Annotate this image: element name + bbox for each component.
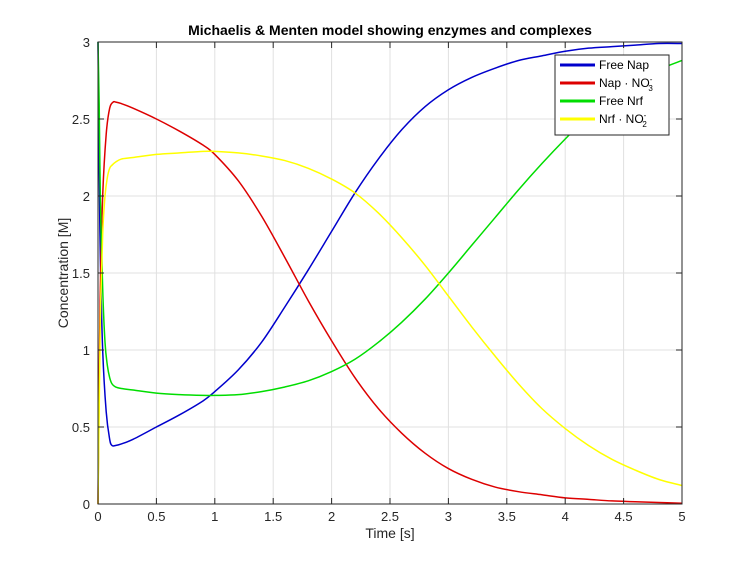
x-tick-label: 3 (445, 509, 452, 524)
y-tick-label: 1 (83, 343, 90, 358)
x-axis-label: Time [s] (365, 525, 414, 541)
y-tick-labels: 0 0.5 1 1.5 2 2.5 3 (72, 35, 90, 512)
chart-title: Michaelis & Menten model showing enzymes… (188, 22, 592, 38)
x-tick-label: 1 (211, 509, 218, 524)
y-tick-label: 2 (83, 189, 90, 204)
x-tick-labels: 0 0.5 1 1.5 2 2.5 3 3.5 4 4.5 5 (94, 509, 685, 524)
series-line-nap-no3 (97, 100, 683, 505)
x-tick-label: 1.5 (264, 509, 282, 524)
series-line-free-nap (97, 41, 683, 447)
y-tick-label: 0.5 (72, 420, 90, 435)
legend-label-nap-no3: Nap · NO-3 (599, 75, 653, 93)
x-tick-label: 4 (562, 509, 569, 524)
y-tick-label: 2.5 (72, 112, 90, 127)
x-tick-label: 5 (678, 509, 685, 524)
x-tick-label: 2.5 (381, 509, 399, 524)
y-tick-label: 0 (83, 497, 90, 512)
y-axis-label: Concentration [M] (55, 218, 71, 329)
x-tick-label: 0 (94, 509, 101, 524)
series-line-nrf-no2 (97, 150, 683, 505)
x-tick-label: 4.5 (615, 509, 633, 524)
legend-label-free-nrf: Free Nrf (599, 94, 644, 108)
ticks (97, 41, 683, 505)
series-group (97, 41, 683, 505)
legend-box (554, 54, 670, 136)
x-tick-label: 3.5 (498, 509, 516, 524)
y-tick-label: 3 (83, 35, 90, 50)
legend-label-nrf-no2: Nrf · NO-2 (599, 111, 647, 129)
series-line-free-nrf (97, 41, 683, 397)
legend-label-free-nap: Free Nap (599, 58, 649, 72)
x-tick-label: 2 (328, 509, 335, 524)
y-tick-label: 1.5 (72, 266, 90, 281)
x-tick-label: 0.5 (147, 509, 165, 524)
